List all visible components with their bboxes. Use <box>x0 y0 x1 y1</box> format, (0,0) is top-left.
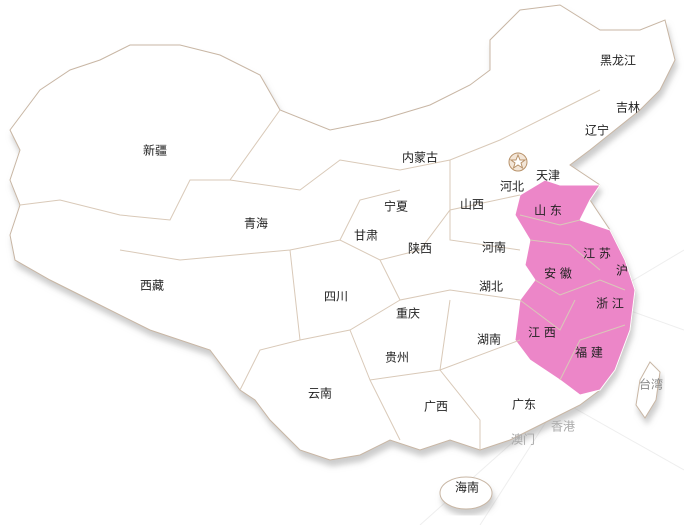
region-label: 山 东 <box>534 204 562 218</box>
region-label: 四川 <box>324 290 348 304</box>
highlighted-region <box>514 179 636 396</box>
region-label: 广西 <box>424 400 448 414</box>
beijing-star <box>508 152 528 172</box>
region-label: 澳门 <box>511 432 535 447</box>
region-label: 安 徽 <box>544 266 572 281</box>
region-label: 山西 <box>460 198 484 212</box>
region-label: 湖南 <box>477 332 501 347</box>
region-label: 辽宁 <box>585 123 609 138</box>
region-label: 江 苏 <box>583 247 611 261</box>
hainan-island <box>439 476 493 510</box>
region-label: 福 建 <box>575 345 603 360</box>
region-label: 广东 <box>512 398 536 412</box>
region-label: 湖北 <box>479 279 503 294</box>
region-label: 宁夏 <box>384 199 408 214</box>
region-label: 江 西 <box>528 326 556 340</box>
region-label: 吉林 <box>616 101 640 115</box>
region-label: 内蒙古 <box>402 150 438 165</box>
region-label: 海南 <box>455 480 479 495</box>
region-label: 浙 江 <box>596 297 624 311</box>
region-label: 天津 <box>536 169 560 183</box>
region-label: 黑龙江 <box>600 54 636 68</box>
taiwan-island <box>635 361 661 419</box>
region-label: 河南 <box>482 240 506 255</box>
region-label: 香港 <box>551 420 575 434</box>
region-label: 青海 <box>244 216 268 231</box>
region-label: 沪 <box>616 264 628 278</box>
region-label: 西藏 <box>140 279 164 293</box>
region-label: 河北 <box>500 180 524 194</box>
region-label: 甘肃 <box>354 229 378 243</box>
region-label: 贵州 <box>385 351 409 365</box>
province-borders <box>19 89 626 450</box>
region-label: 陕西 <box>408 241 432 256</box>
country-outline <box>9 4 676 461</box>
region-label: 云南 <box>308 386 332 401</box>
region-label: 新疆 <box>143 143 167 158</box>
region-label: 重庆 <box>396 307 420 321</box>
region-label: 台湾 <box>639 377 663 392</box>
